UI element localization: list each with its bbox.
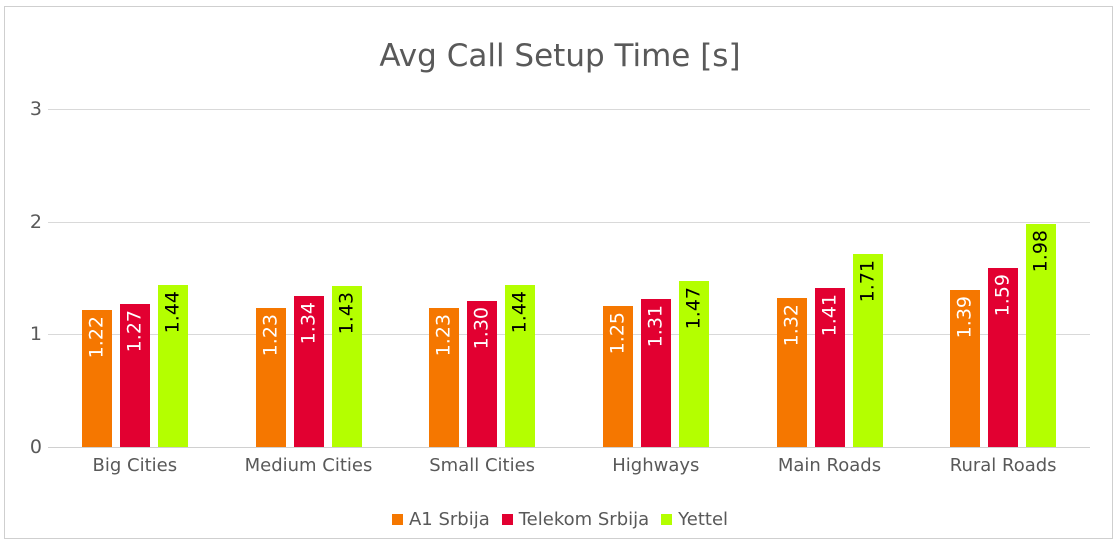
data-label: 1.44: [161, 290, 184, 334]
bar: 1.32: [776, 298, 807, 447]
bar: 1.47: [678, 281, 709, 447]
gridline: [48, 334, 1090, 336]
data-label: 1.30: [470, 306, 493, 349]
legend-item: A1 Srbija: [391, 509, 490, 530]
x-tick-label: Big Cities: [92, 455, 178, 476]
x-tick-label: Rural Roads: [949, 455, 1057, 476]
data-label: 1.32: [780, 304, 802, 347]
data-label: 1.23: [259, 314, 281, 357]
data-label: 1.34: [297, 302, 319, 345]
data-label: 1.27: [123, 309, 146, 353]
bar: 1.22: [81, 309, 112, 447]
legend-label: Yettel: [678, 509, 729, 530]
data-label: 1.31: [644, 305, 667, 348]
data-label: 1.59: [991, 273, 1014, 317]
bar: 1.30: [467, 300, 498, 447]
data-label: 1.25: [606, 312, 629, 355]
chart-title: Avg Call Setup Time [s]: [379, 38, 741, 74]
plot-area: 1.22 1.27 1.44 1.23 1.34 1.43 1.23 1.30 1.44 1.25…: [48, 109, 1090, 448]
bar: 1.27: [119, 303, 150, 447]
bar: 1.44: [505, 284, 536, 447]
bar: 1.39: [950, 290, 981, 447]
x-tick-label: Small Cities: [429, 455, 536, 476]
y-tick-label: 1: [29, 323, 42, 346]
bar: 1.43: [331, 285, 362, 447]
data-label: 1.41: [818, 294, 840, 337]
gridline: [48, 221, 1090, 223]
y-tick-label: 3: [29, 98, 42, 120]
data-label: 1.47: [682, 287, 705, 330]
data-label: 1.39: [953, 296, 976, 339]
x-tick-label: Main Roads: [777, 455, 882, 476]
x-tick-label: Medium Cities: [244, 455, 373, 476]
data-label: 1.98: [1029, 229, 1052, 273]
bar: 1.31: [640, 299, 671, 447]
gridline: [48, 109, 1090, 110]
legend-swatch-icon: [391, 514, 403, 525]
legend-item: Yettel: [661, 509, 728, 530]
data-label: 1.43: [335, 291, 357, 335]
bar: 1.41: [814, 288, 845, 447]
data-label: 1.71: [856, 260, 878, 303]
x-tick-label: Highways: [612, 455, 700, 476]
y-tick-label: 2: [29, 210, 42, 233]
bar: 1.34: [293, 296, 324, 447]
legend-label: Telekom Srbija: [518, 509, 650, 530]
legend-swatch-icon: [501, 514, 513, 525]
bar: 1.25: [602, 306, 633, 447]
legend-item: Telekom Srbija: [501, 509, 650, 530]
data-label: 1.23: [432, 314, 455, 357]
bar: 1.23: [255, 308, 286, 447]
bar: 1.59: [988, 267, 1019, 447]
bar: 1.23: [429, 308, 460, 447]
legend: A1 Srbija Telekom Srbija Yettel: [0, 509, 1120, 530]
legend-label: A1 Srbija: [408, 509, 490, 530]
y-tick-label: 0: [29, 436, 42, 458]
gridline: [48, 447, 1090, 448]
bar: 1.98: [1026, 223, 1057, 447]
bar: 1.71: [852, 254, 883, 447]
legend-swatch-icon: [661, 514, 673, 525]
data-label: 1.22: [85, 315, 108, 358]
bar: 1.44: [157, 284, 188, 447]
chart-frame: [4, 6, 1113, 539]
data-label: 1.44: [508, 290, 531, 334]
